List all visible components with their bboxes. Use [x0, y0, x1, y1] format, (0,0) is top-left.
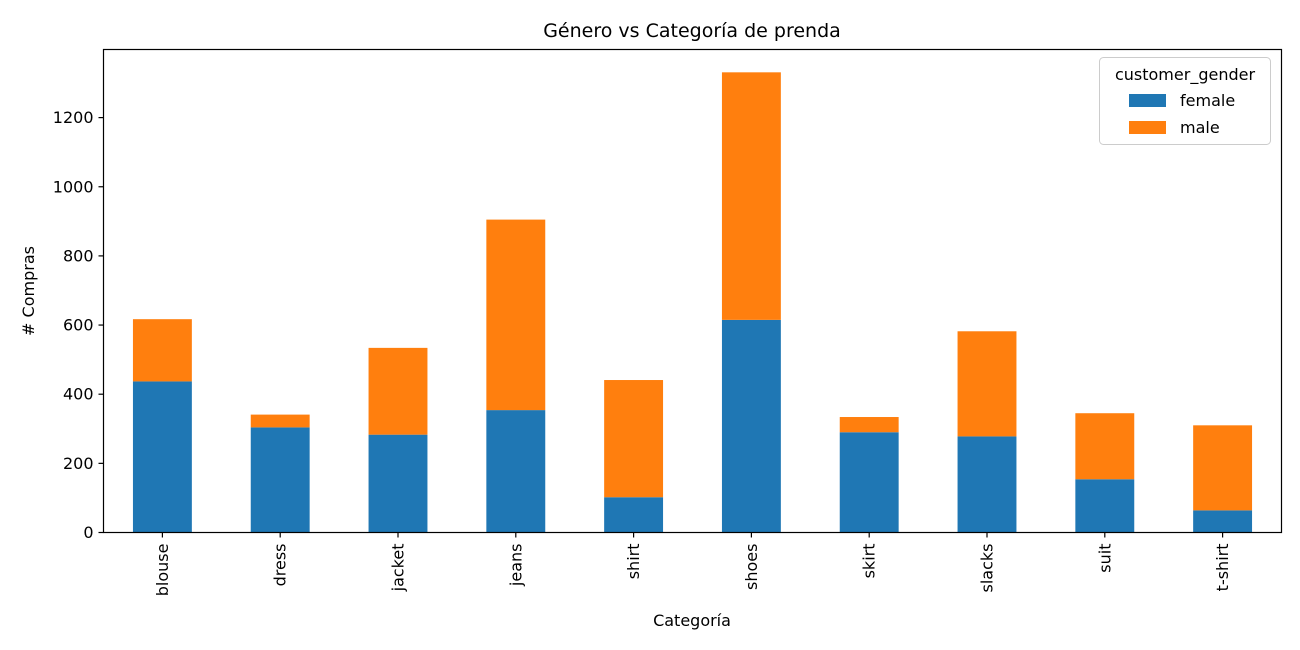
x-tick-label-jacket: jacket: [389, 544, 408, 593]
legend-title: customer_gender: [1115, 65, 1255, 85]
bar-male-jeans: [486, 219, 546, 411]
legend-label-male: male: [1180, 118, 1220, 137]
legend-swatch-male: [1129, 121, 1166, 134]
y-tick-label: 0: [83, 523, 93, 542]
x-tick-label-t-shirt: t-shirt: [1213, 544, 1232, 592]
bar-male-skirt: [839, 417, 899, 433]
bars-group: [132, 72, 1253, 533]
bar-female-dress: [250, 427, 310, 533]
x-tick-label-jeans: jeans: [506, 544, 525, 588]
x-axis: blouse dress jacket jeans shirt shoes skirt sla…: [153, 532, 1232, 597]
chart-title: Género vs Categoría de prenda: [543, 20, 841, 42]
bar-female-shirt: [604, 497, 664, 533]
bar-female-jacket: [368, 434, 428, 533]
bar-female-suit: [1075, 479, 1135, 533]
x-tick-label-shoes: shoes: [742, 544, 761, 590]
bar-female-jeans: [486, 410, 546, 533]
x-tick-label-dress: dress: [271, 544, 290, 587]
y-tick-label: 400: [63, 385, 94, 404]
x-tick-label-slacks: slacks: [978, 544, 997, 593]
legend-swatch-female: [1129, 94, 1166, 107]
bar-male-dress: [250, 414, 310, 428]
bar-male-jacket: [368, 347, 428, 435]
bar-male-shirt: [604, 380, 664, 498]
y-tick-label: 1000: [53, 177, 94, 196]
x-tick-label-shirt: shirt: [624, 544, 643, 580]
x-axis-label: Categoría: [653, 611, 731, 630]
y-tick-label: 200: [63, 454, 94, 473]
bar-female-skirt: [839, 432, 899, 533]
x-tick-label-blouse: blouse: [153, 544, 172, 597]
bar-female-slacks: [957, 436, 1017, 533]
x-tick-label-suit: suit: [1095, 544, 1114, 573]
y-axis: 0 200 400 600 800 1000 1200: [53, 108, 104, 542]
plot-frame: [102, 48, 1283, 534]
bar-male-suit: [1075, 413, 1135, 480]
bar-male-blouse: [132, 319, 192, 382]
legend-label-female: female: [1180, 91, 1235, 110]
bar-male-t-shirt: [1193, 425, 1253, 511]
y-tick-label: 800: [63, 246, 94, 265]
bar-male-shoes: [721, 72, 781, 320]
legend: customer_gender female male: [1099, 57, 1271, 145]
y-axis-label: # Compras: [19, 246, 38, 336]
bar-female-blouse: [132, 381, 192, 533]
bar-male-slacks: [957, 331, 1017, 437]
bar-female-t-shirt: [1193, 510, 1253, 533]
x-tick-label-skirt: skirt: [860, 544, 879, 579]
bar-female-shoes: [721, 319, 781, 533]
y-tick-label: 1200: [53, 108, 94, 127]
y-tick-label: 600: [63, 316, 94, 335]
